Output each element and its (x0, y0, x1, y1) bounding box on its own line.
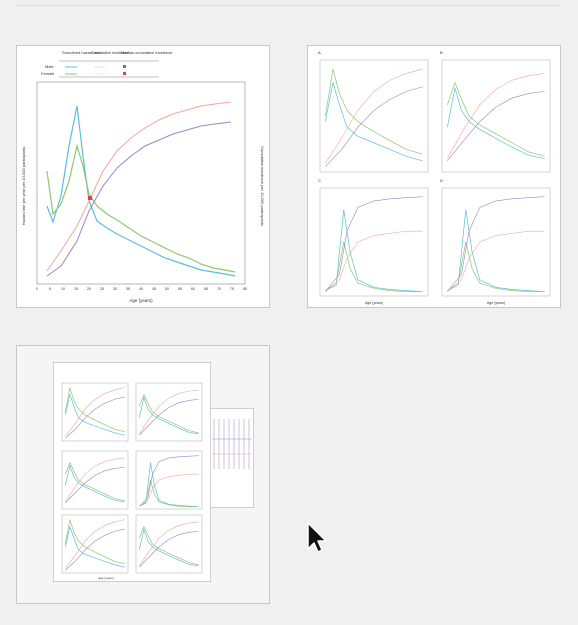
x-tick-label: 10 (61, 287, 65, 291)
panel-a-label: A (318, 50, 321, 55)
female-hazard-line (47, 146, 235, 272)
female-cumulative-line (139, 390, 198, 434)
x-axis-label-right: Age (years) (487, 301, 505, 305)
panel-c-plot (320, 188, 428, 296)
figure-3-thumbnail[interactable]: Age (years) (16, 345, 270, 604)
sub-panel-3 (62, 451, 128, 509)
x-tick-label: 60 (191, 287, 195, 291)
male-cumulative-line (65, 529, 124, 570)
male-hazard-line (139, 398, 198, 435)
median-marker (88, 196, 92, 200)
legend-row-female: Female (41, 71, 55, 76)
chart-lines (47, 102, 235, 276)
back-page (209, 408, 254, 508)
figure-1-chart: Smoothed hazard rate Cumulative incidenc… (17, 46, 270, 308)
sub-panel-6 (136, 515, 202, 573)
panel-d-label: D (440, 178, 443, 183)
x-axis-label: Age (years) (98, 576, 114, 580)
figure-2-chart: A B C D Age (years) Age (years) (308, 46, 561, 308)
x-tick-label: 5 (49, 287, 51, 291)
sub-panel-4 (136, 451, 202, 509)
sub-panel-1 (62, 383, 128, 441)
front-page: Age (years) (53, 362, 211, 582)
female-cumulative-line (65, 388, 124, 437)
arrow-pointer-icon (306, 521, 330, 555)
panel-plots (62, 383, 202, 573)
panel-c-label: C (318, 178, 321, 183)
x-tick-label: 45 (152, 287, 156, 291)
male-hazard-line (65, 466, 124, 503)
panel-b-plot (442, 60, 550, 172)
male-hazard-line (447, 210, 544, 292)
x-tick-label: 55 (178, 287, 182, 291)
male-hazard-line (325, 210, 422, 292)
x-tick-label: 15 (74, 287, 78, 291)
x-tick-label: 75 (230, 287, 234, 291)
male-cumulative-line (447, 91, 544, 160)
x-tick-labels: 0 5 10 15 20 25 30 35 40 45 50 55 60 65 70 75 80 (36, 287, 247, 291)
x-tick-label: 35 (126, 287, 130, 291)
female-cumulative-line (447, 73, 544, 158)
panel-a-plot (320, 60, 428, 172)
x-tick-label: 30 (113, 287, 117, 291)
female-cumulative-line (325, 69, 422, 163)
x-tick-label: 25 (100, 287, 104, 291)
x-tick-label: 80 (243, 287, 247, 291)
legend-col3: Median cumulative incidence (121, 50, 173, 55)
sub-panel-5 (62, 515, 128, 573)
male-cumulative-line (325, 87, 422, 167)
panel-b-label: B (440, 50, 443, 55)
y-axis-right-label: Cumulative incidence per 10,000 particip… (260, 146, 265, 226)
y-axis-left-label: Hazard rate per year per 10,000 particip… (21, 147, 26, 226)
x-tick-label: 40 (139, 287, 143, 291)
female-cumulative-line (65, 520, 124, 569)
x-tick-label: 0 (36, 287, 38, 291)
top-divider (16, 5, 561, 6)
sub-panel-2 (136, 383, 202, 441)
figure-1-thumbnail[interactable]: Smoothed hazard rate Cumulative incidenc… (16, 45, 270, 308)
x-tick-label: 70 (217, 287, 221, 291)
panel-d-plot (442, 188, 550, 296)
x-tick-label: 65 (204, 287, 208, 291)
male-hazard-line (447, 88, 544, 159)
x-tick-label: 50 (165, 287, 169, 291)
figure-2-thumbnail[interactable]: A B C D Age (years) Age (years) (307, 45, 561, 308)
male-cumulative-line (47, 122, 231, 276)
x-tick-label: 20 (87, 287, 91, 291)
x-axis-label: Age (years) (129, 298, 153, 303)
male-hazard-line (139, 530, 198, 567)
male-hazard-line (47, 106, 235, 276)
male-cumulative-line (65, 397, 124, 438)
female-cumulative-line (139, 522, 198, 566)
female-cumulative-line (65, 458, 124, 502)
panel-plots (320, 60, 550, 296)
legend-row-male: Male (45, 64, 54, 69)
x-axis-label-left: Age (years) (365, 301, 383, 305)
